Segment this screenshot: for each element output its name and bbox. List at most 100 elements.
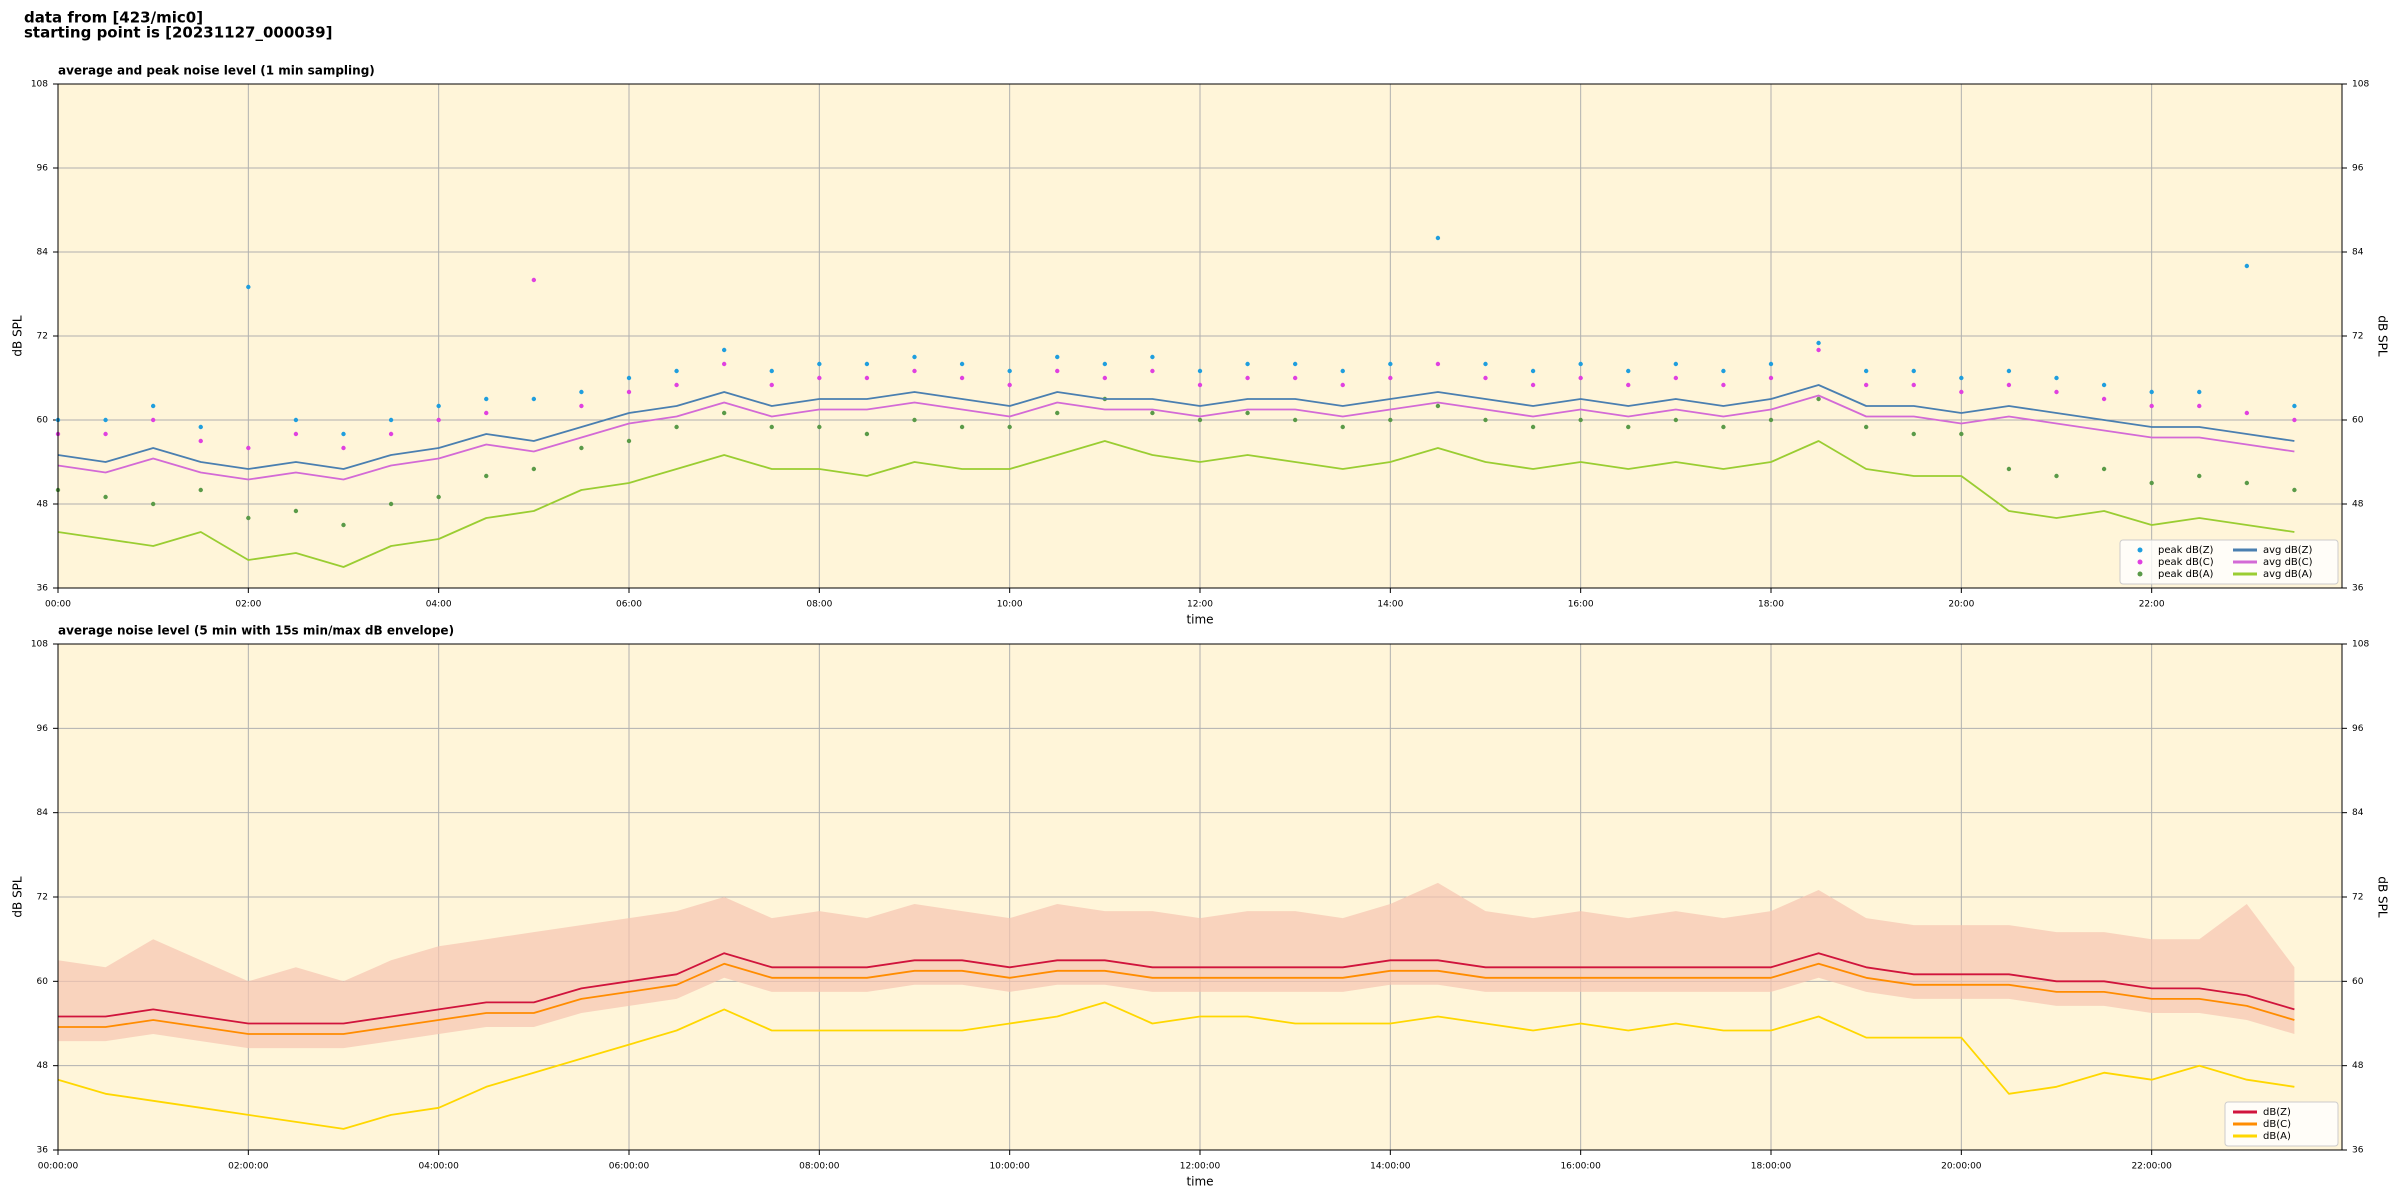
peak-point: [579, 389, 584, 395]
peak-point: [103, 494, 108, 500]
x-axis-label: time: [1186, 1175, 1213, 1189]
peak-point: [721, 347, 727, 353]
peak-point: [2006, 382, 2012, 388]
peak-point: [912, 368, 917, 374]
peak-point: [1863, 382, 1869, 388]
x-tick-label: 18:00: [1758, 600, 1784, 610]
x-tick-label: 12:00: [1187, 600, 1213, 610]
peak-point: [436, 403, 441, 409]
peak-point: [1483, 375, 1488, 381]
x-tick-label: 20:00: [1948, 600, 1974, 610]
peak-point: [1959, 389, 1964, 395]
x-tick-label: 12:00:00: [1180, 1162, 1221, 1172]
y2-tick-label: 108: [2352, 80, 2369, 90]
peak-point: [2054, 375, 2059, 381]
x-tick-label: 16:00:00: [1560, 1162, 1601, 1172]
legend-label: peak dB(Z): [2158, 545, 2214, 556]
peak-point: [2101, 396, 2107, 402]
y2-tick-label: 96: [2352, 724, 2364, 734]
legend-label: dB(A): [2263, 1131, 2291, 1142]
y-tick-label: 108: [31, 80, 48, 90]
peak-point: [1340, 368, 1345, 374]
y-tick-label: 84: [37, 248, 49, 258]
y-tick-label: 60: [37, 416, 49, 426]
y-tick-label: 96: [37, 724, 49, 734]
y-axis-label: dB SPL: [11, 315, 25, 357]
legend-marker: [2137, 547, 2143, 553]
peak-point: [1911, 382, 1916, 388]
peak-point: [103, 417, 108, 423]
y2-axis-label: dB SPL: [2376, 876, 2390, 918]
peak-point: [1102, 361, 1108, 367]
y2-tick-label: 48: [2352, 1061, 2364, 1071]
peak-point: [1292, 361, 1298, 367]
y-tick-label: 72: [37, 893, 48, 903]
peak-point: [341, 431, 346, 437]
peak-point: [912, 417, 917, 423]
peak-point: [1626, 424, 1631, 430]
x-tick-label: 08:00:00: [799, 1162, 840, 1172]
plot-frame: [57, 83, 2343, 589]
peak-point: [531, 396, 537, 402]
peak-point: [1626, 368, 1631, 374]
legend-marker: [2137, 559, 2143, 565]
peak-point: [1578, 417, 1583, 423]
y-axis-label: dB SPL: [11, 876, 25, 918]
peak-point: [2149, 403, 2154, 409]
y2-tick-label: 84: [2352, 248, 2364, 258]
peak-point: [769, 382, 774, 388]
peak-point: [769, 424, 774, 430]
peak-point: [484, 396, 489, 402]
peak-point: [1245, 361, 1250, 367]
peak-point: [2054, 473, 2059, 479]
y2-tick-label: 36: [2352, 1146, 2364, 1156]
peak-point: [1959, 375, 1964, 381]
y2-tick-label: 108: [2352, 640, 2369, 650]
y2-tick-label: 60: [2352, 977, 2364, 987]
peak-point: [246, 445, 251, 451]
peak-point: [246, 515, 251, 521]
y-tick-label: 36: [37, 1146, 49, 1156]
peak-point: [1150, 354, 1155, 360]
peak-point: [579, 445, 584, 451]
header-line: data from [423/mic0]: [24, 9, 203, 27]
x-tick-label: 00:00:00: [38, 1162, 79, 1172]
peak-point: [674, 382, 679, 388]
peak-point: [959, 424, 965, 430]
peak-point: [2006, 466, 2012, 472]
x-tick-label: 22:00: [2139, 600, 2165, 610]
y-tick-label: 84: [37, 808, 49, 818]
y2-axis-label: dB SPL: [2376, 315, 2390, 357]
y2-tick-label: 48: [2352, 500, 2364, 510]
series-line: [57, 394, 2295, 481]
peak-point: [1721, 368, 1726, 374]
y2-tick-label: 72: [2352, 893, 2363, 903]
x-tick-label: 18:00:00: [1751, 1162, 1792, 1172]
peak-point: [198, 424, 203, 430]
x-tick-label: 16:00: [1568, 600, 1594, 610]
peak-point: [1150, 410, 1155, 416]
peak-point: [1340, 382, 1345, 388]
peak-point: [1673, 375, 1679, 381]
y-tick-label: 108: [31, 640, 48, 650]
x-tick-label: 02:00: [235, 600, 261, 610]
peak-point: [1388, 361, 1393, 367]
x-tick-label: 04:00:00: [418, 1162, 459, 1172]
peak-point: [198, 487, 203, 493]
peak-point: [1816, 347, 1821, 353]
peak-point: [579, 403, 584, 409]
y2-tick-label: 60: [2352, 416, 2364, 426]
x-tick-label: 22:00:00: [2131, 1162, 2172, 1172]
peak-point: [436, 417, 441, 423]
peak-point: [1578, 361, 1583, 367]
peak-point: [817, 375, 822, 381]
peak-point: [912, 354, 917, 360]
peak-point: [864, 361, 870, 367]
peak-point: [1768, 375, 1774, 381]
series-line: [58, 952, 2295, 1025]
chart-title: average noise level (5 min with 15s min/…: [58, 624, 454, 638]
peak-point: [2244, 263, 2250, 269]
peak-point: [1435, 235, 1441, 241]
peak-point: [1530, 424, 1536, 430]
